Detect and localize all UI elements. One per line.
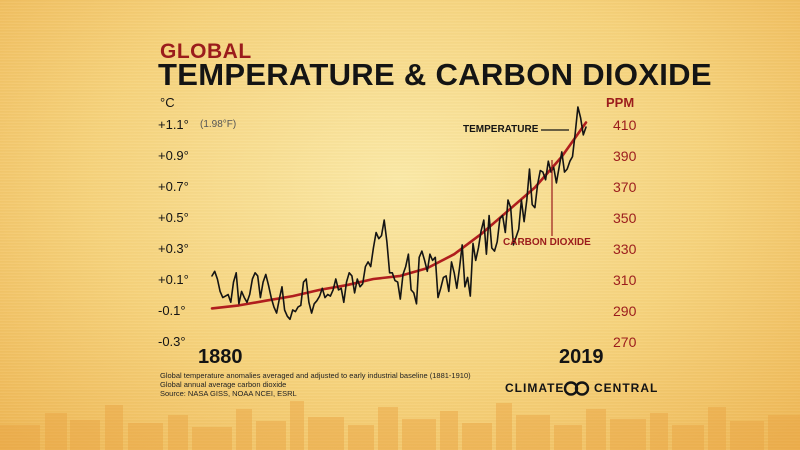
left-tick-label: +0.9° — [158, 148, 189, 163]
left-tick-label: -0.3° — [158, 334, 186, 349]
chart-subtitle: GLOBAL — [160, 40, 252, 63]
fahrenheit-note: (1.98°F) — [200, 119, 237, 130]
right-tick-label: 350 — [613, 210, 637, 226]
footnote-co2: Global annual average carbon dioxide — [160, 380, 287, 389]
left-tick-label: +0.3° — [158, 241, 189, 256]
right-tick-label: 390 — [613, 148, 637, 164]
footnote-source: Source: NASA GISS, NOAA NCEI, ESRL — [160, 389, 297, 398]
x-start-label: 1880 — [198, 346, 243, 368]
city-skyline-decoration — [0, 401, 800, 450]
left-tick-label: +0.7° — [158, 179, 189, 194]
right-tick-label: 310 — [613, 272, 637, 288]
left-axis-unit: °C — [160, 95, 175, 110]
x-end-label: 2019 — [559, 346, 604, 368]
temperature-series-line — [211, 106, 587, 321]
right-tick-label: 290 — [613, 303, 637, 319]
brand-right-text: CENTRAL — [594, 381, 659, 395]
right-tick-label: 370 — [613, 179, 637, 195]
right-axis-unit: PPM — [606, 95, 635, 110]
co2-series-label: CARBON DIOXIDE — [503, 237, 591, 248]
brand-left-text: CLIMATE — [505, 381, 565, 395]
temperature-series-label: TEMPERATURE — [463, 124, 539, 135]
footnote-temperature: Global temperature anomalies averaged an… — [160, 371, 471, 380]
series-layer — [210, 106, 588, 321]
left-tick-label: -0.1° — [158, 303, 186, 318]
right-tick-label: 410 — [613, 117, 637, 133]
right-tick-label: 270 — [613, 334, 637, 350]
left-tick-label: +1.1° — [158, 117, 189, 132]
co2-series-line — [210, 121, 588, 310]
right-tick-label: 330 — [613, 241, 637, 257]
climate-central-logo-icon — [563, 381, 590, 396]
left-tick-label: +0.1° — [158, 272, 189, 287]
chart-title: TEMPERATURE & CARBON DIOXIDE — [158, 57, 712, 92]
left-tick-label: +0.5° — [158, 210, 189, 225]
